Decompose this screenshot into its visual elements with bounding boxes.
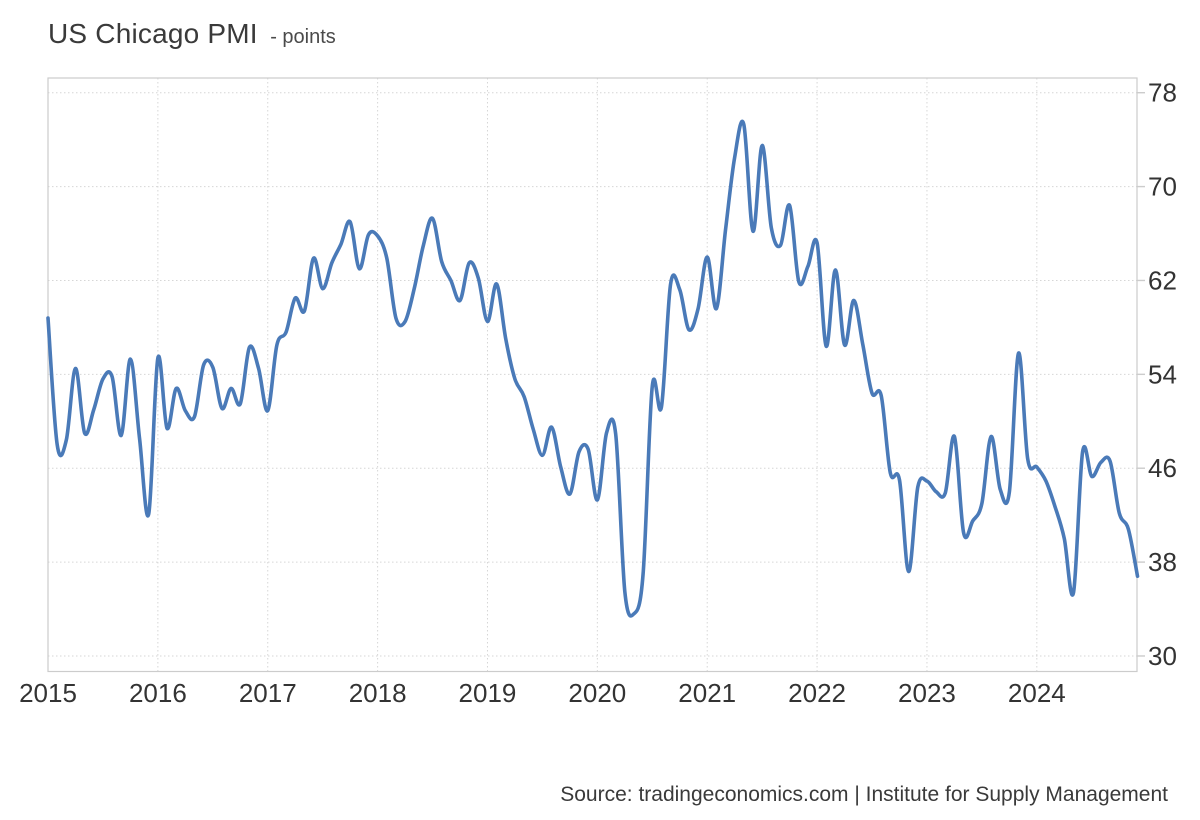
x-axis-label: 2021	[678, 678, 736, 708]
y-axis-label: 78	[1148, 78, 1177, 108]
page-subtitle: - points	[270, 26, 336, 48]
y-axis-label: 30	[1148, 641, 1177, 671]
y-axis-label: 70	[1148, 172, 1177, 202]
pmi-line-chart[interactable]: 78 70 62 54 46 38 30 2015 2016 2017 2018 2019 2020 20…	[0, 0, 1200, 770]
y-axis-label: 38	[1148, 547, 1177, 577]
x-axis-label: 2017	[239, 678, 297, 708]
x-axis-label: 2023	[898, 678, 956, 708]
y-axis-label: 62	[1148, 265, 1177, 295]
x-axis-label: 2020	[568, 678, 626, 708]
y-axis-label: 46	[1148, 453, 1177, 483]
y-axis-label: 54	[1148, 359, 1177, 389]
source-attribution: Source: tradingeconomics.com | Institute…	[560, 783, 1168, 806]
plot-border	[47, 77, 1138, 673]
chart-header: US Chicago PMI - points	[48, 18, 336, 50]
x-axis-label: 2022	[788, 678, 846, 708]
x-axis-label: 2019	[459, 678, 517, 708]
x-axis-label: 2018	[349, 678, 407, 708]
page-title: US Chicago PMI	[48, 18, 258, 49]
x-axis-label: 2016	[129, 678, 187, 708]
x-axis-label: 2015	[19, 678, 77, 708]
pmi-series-line[interactable]	[46, 119, 1140, 618]
x-axis-label: 2024	[1008, 678, 1066, 708]
